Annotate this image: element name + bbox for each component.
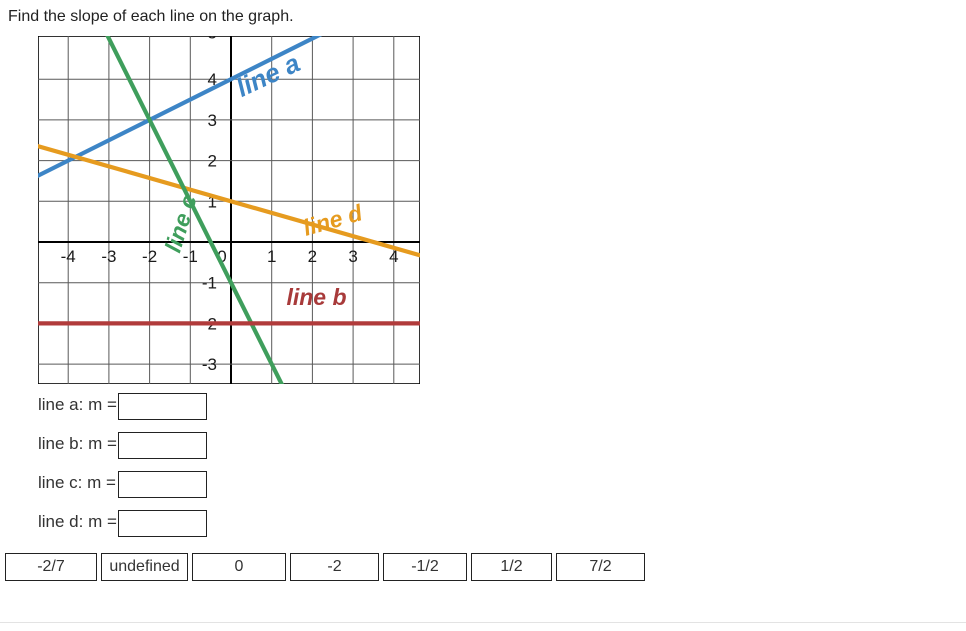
svg-text:-3: -3 xyxy=(101,247,116,266)
svg-text:1: 1 xyxy=(267,247,276,266)
svg-text:-2: -2 xyxy=(142,247,157,266)
svg-text:-4: -4 xyxy=(61,247,76,266)
svg-text:-3: -3 xyxy=(202,355,217,374)
svg-text:line b: line b xyxy=(286,284,346,310)
svg-text:5: 5 xyxy=(208,36,217,43)
svg-text:-1: -1 xyxy=(202,274,217,293)
svg-text:2: 2 xyxy=(208,152,217,171)
svg-text:3: 3 xyxy=(348,247,357,266)
svg-text:3: 3 xyxy=(208,111,217,130)
svg-text:2: 2 xyxy=(308,247,317,266)
